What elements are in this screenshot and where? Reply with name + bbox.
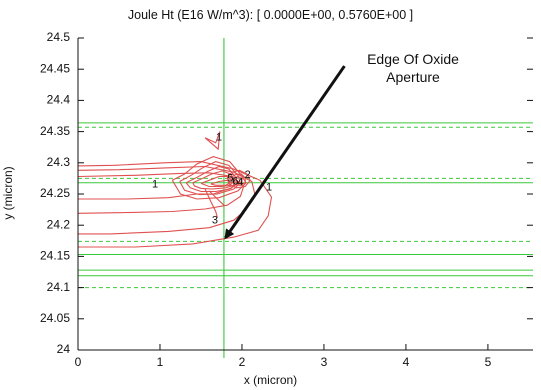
x-axis-label: x (micron) [243, 373, 298, 387]
y-tick-label: 24.5 [47, 30, 71, 44]
y-tick-label: 24.15 [40, 249, 70, 263]
y-tick-label: 24.05 [40, 311, 70, 325]
contour-line [226, 169, 251, 189]
y-tick-label: 24.2 [47, 217, 71, 231]
y-tick-label: 24.45 [40, 61, 70, 75]
annotation-line-1: Edge Of Oxide [367, 51, 459, 67]
x-tick-label: 0 [75, 355, 82, 369]
contour-line [230, 173, 246, 186]
contour-line [233, 175, 243, 184]
y-tick-label: 24.35 [40, 124, 70, 138]
contour-label: 5 [227, 172, 233, 184]
annotation-line-2: Aperture [386, 69, 440, 85]
contour-label: 1 [266, 182, 272, 194]
contour-label: 1 [152, 179, 158, 191]
y-tick-label: 24.4 [47, 93, 71, 107]
annotation-arrow [224, 65, 346, 240]
annotation-text: Edge Of Oxide Aperture [338, 50, 488, 86]
x-tick-label: 2 [239, 355, 246, 369]
chart-title: Joule Ht (E16 W/m^3): [ 0.0000E+00, 0.57… [127, 8, 414, 22]
contour-line [77, 172, 245, 214]
y-tick-label: 24 [57, 342, 71, 356]
contour-line [78, 187, 233, 200]
contour-line [210, 179, 232, 186]
contour-line [77, 161, 273, 248]
contour-line [208, 190, 225, 206]
contour-line [204, 188, 218, 218]
x-tick-label: 4 [403, 355, 410, 369]
contour-label: 3 [212, 215, 218, 227]
contour-label: 6 [232, 175, 238, 187]
contour-line [179, 161, 241, 196]
contour-line [204, 131, 221, 151]
y-tick-label: 24.1 [47, 280, 71, 294]
contour-line [185, 165, 238, 193]
y-tick-label: 24.3 [47, 155, 71, 169]
x-tick-label: 5 [485, 355, 492, 369]
x-tick-label: 3 [321, 355, 328, 369]
contour-label: 2 [245, 169, 251, 181]
contour-label: 4 [237, 177, 243, 189]
x-tick-label: 1 [157, 355, 164, 369]
contour-line [192, 170, 236, 190]
contour-label: 1 [216, 132, 222, 144]
contour-line [171, 156, 247, 200]
y-tick-label: 24.25 [40, 186, 70, 200]
